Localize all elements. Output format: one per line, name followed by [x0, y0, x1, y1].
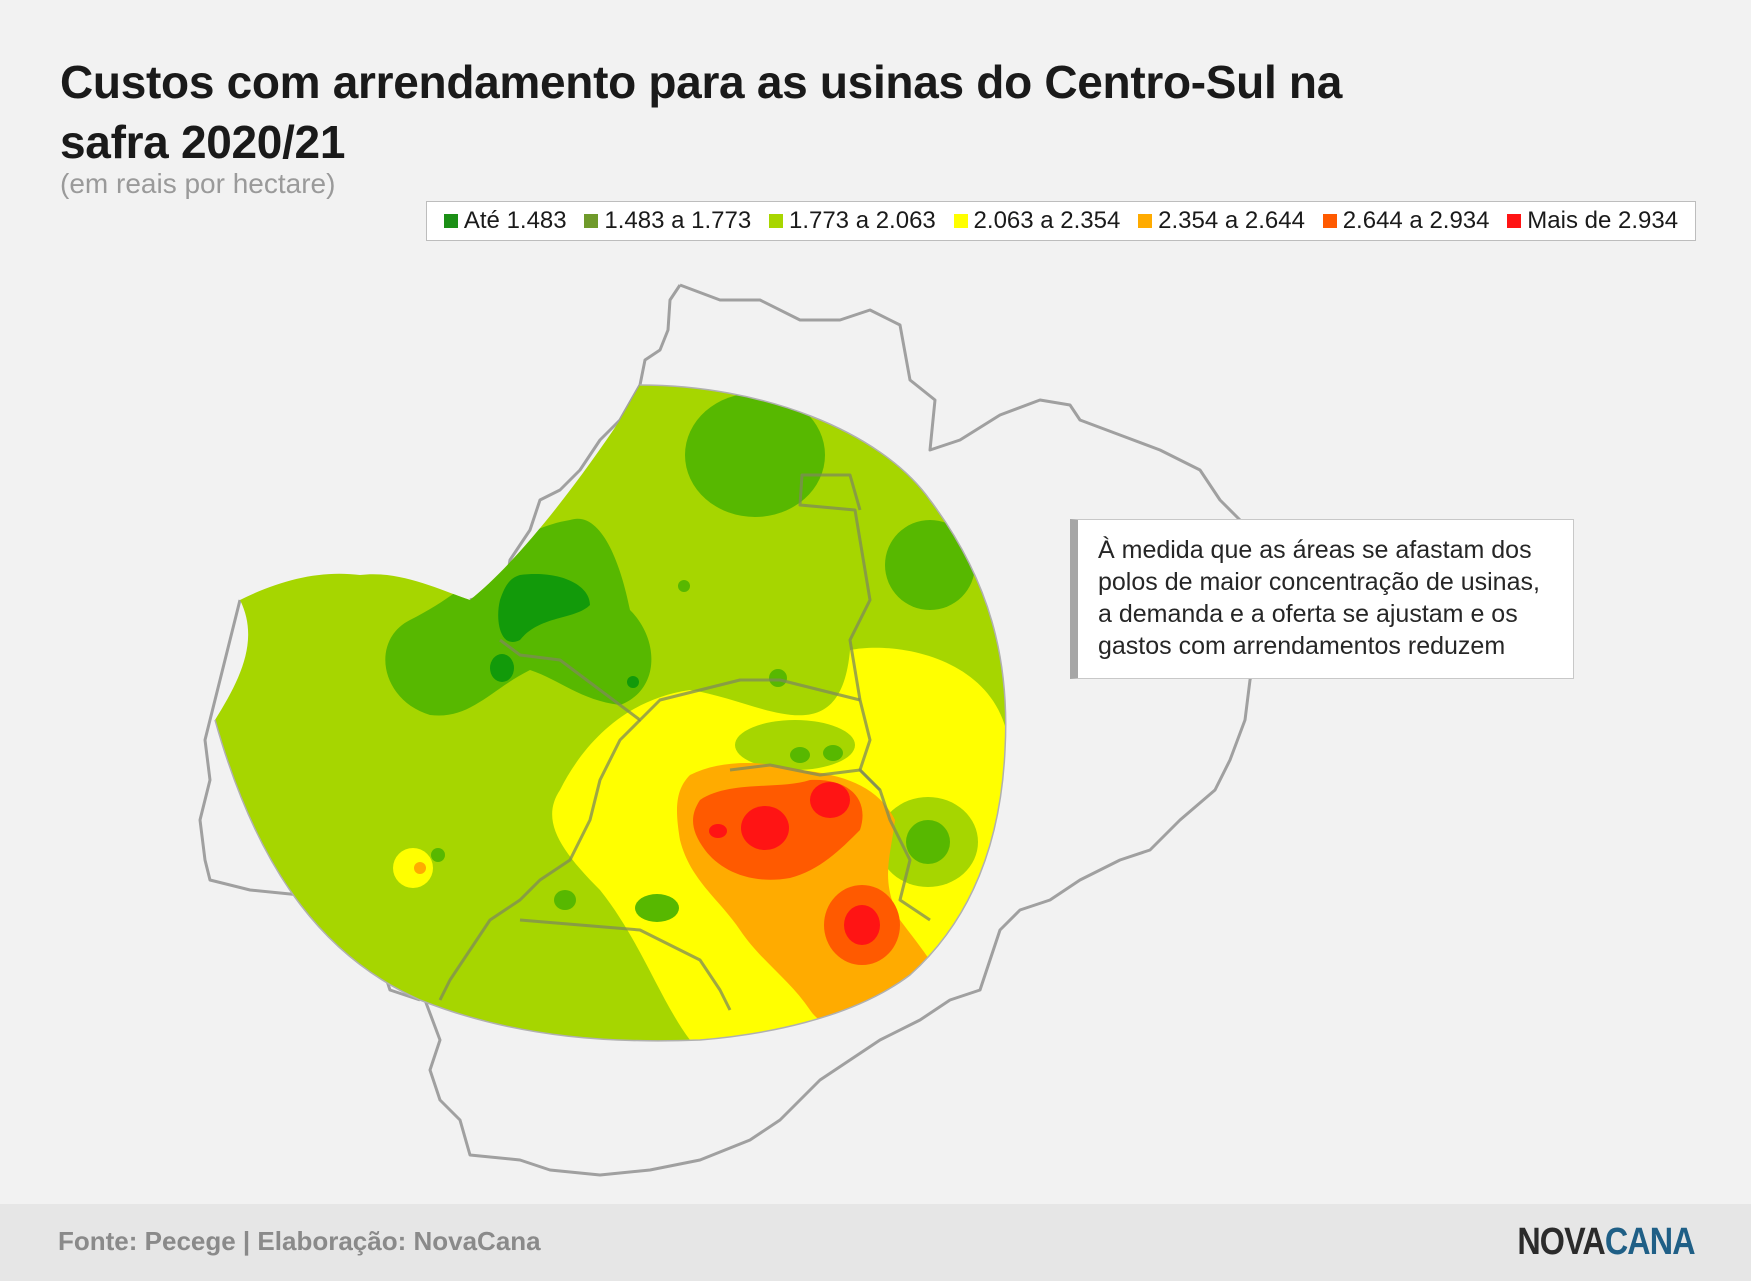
legend-swatch-6	[1507, 214, 1522, 228]
state-borders-inner	[438, 473, 931, 1011]
heat-map	[198, 283, 1262, 1177]
legend-label-0: Até 1.483	[463, 207, 567, 234]
legend-item-4: 2.354 a 2.644	[1138, 207, 1305, 235]
chart-subtitle: (em reais por hectare)	[60, 168, 336, 199]
legend-swatch-0	[443, 214, 458, 228]
legend-swatch-1	[584, 214, 599, 228]
legend-label-2: 1.773 a 2.063	[788, 207, 936, 234]
legend-label-4: 2.354 a 2.644	[1158, 207, 1305, 234]
legend-swatch-4	[1138, 214, 1153, 228]
legend-item-3: 2.063 a 2.354	[953, 207, 1121, 235]
legend-item-2: 1.773 a 2.063	[768, 207, 936, 235]
chart-title: Custos com arrendamento para as usinas d…	[60, 56, 1343, 168]
legend-swatch-2	[768, 214, 783, 228]
source-text: Fonte: Pecege | Elaboração: NovaCana	[58, 1226, 541, 1256]
legend-swatch-5	[1322, 214, 1337, 228]
logo-part-nova: NOVA	[1517, 1221, 1606, 1263]
heat-zones	[215, 385, 1006, 1041]
legend: Até 1.483 1.483 a 1.773 1.773 a 2.063 2.…	[426, 201, 1696, 241]
legend-label-1: 1.483 a 1.773	[604, 207, 752, 234]
legend-item-6: Mais de 2.934	[1507, 207, 1678, 235]
legend-item-5: 2.644 a 2.934	[1322, 207, 1490, 235]
novacana-logo: NOVACANA	[1517, 1221, 1696, 1264]
footer: Fonte: Pecege | Elaboração: NovaCana NOV…	[0, 1204, 1751, 1281]
legend-swatch-3	[953, 214, 968, 228]
logo-part-cana: CANA	[1605, 1221, 1696, 1263]
legend-item-1: 1.483 a 1.773	[584, 207, 751, 235]
legend-label-3: 2.063 a 2.354	[973, 207, 1121, 234]
annotation-box: À medida que as áreas se afastam dos pol…	[1070, 519, 1574, 679]
legend-item-0: Até 1.483	[443, 207, 567, 235]
legend-label-5: 2.644 a 2.934	[1342, 207, 1490, 234]
legend-label-6: Mais de 2.934	[1527, 207, 1679, 234]
